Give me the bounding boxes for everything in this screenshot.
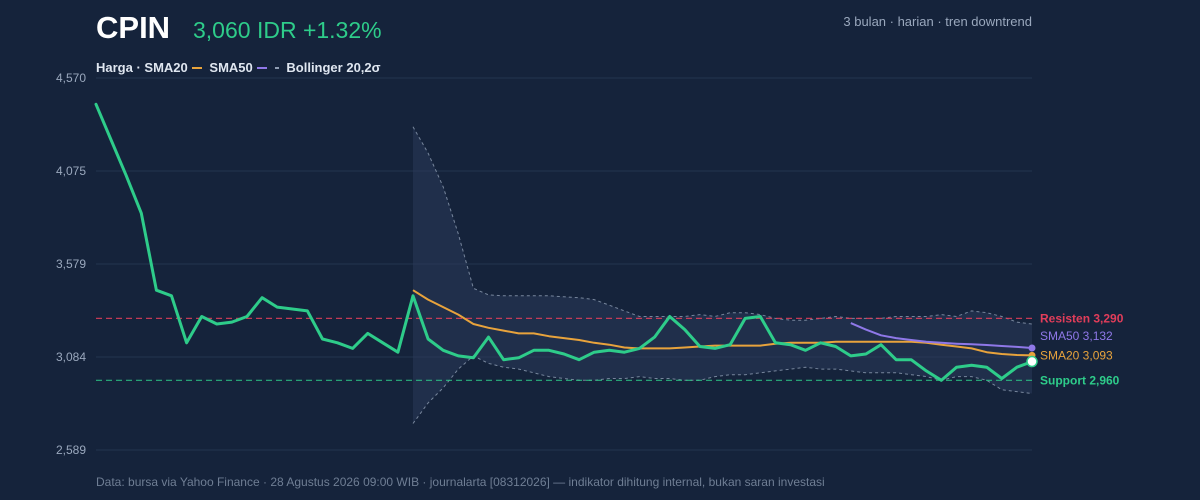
sma50-end-dot (1028, 344, 1036, 352)
price-end-dot (1026, 355, 1038, 368)
sma20-end-label: SMA20 3,093 (1040, 348, 1113, 362)
footer-source: Data: bursa via Yahoo Finance · 28 Agust… (96, 475, 825, 489)
chart-meta: 3 bulan · harian · tren downtrend (843, 14, 1032, 29)
y-tick-label: 3,084 (56, 350, 86, 364)
bollinger-lower-line (412, 355, 1033, 424)
y-tick-label: 2,589 (56, 443, 86, 457)
sma50-line (850, 322, 1033, 349)
resistance-label: Resisten 3,290 (1040, 311, 1124, 325)
ticker-symbol: CPIN (96, 10, 171, 45)
legend-sma50: SMA50 (209, 60, 253, 75)
bollinger-band-area (413, 126, 1032, 424)
support-label: Support 2,960 (1040, 373, 1120, 387)
legend-harga: Harga · (96, 60, 141, 75)
y-tick-label: 4,570 (56, 71, 86, 85)
price-line (94, 102, 1034, 382)
sma20-swatch (191, 66, 202, 69)
bollinger-swatch (274, 66, 279, 69)
legend-sma20: SMA20 (144, 60, 188, 75)
y-tick-label: 4,075 (56, 164, 86, 178)
sma50-swatch (256, 66, 267, 69)
price-change: 3,060 IDR +1.32% (193, 17, 382, 43)
legend: Harga · SMA20 SMA50 Bollinger 20,2σ (96, 60, 381, 75)
bollinger-upper-line (412, 126, 1033, 325)
y-tick-label: 3,579 (56, 257, 86, 271)
sma50-end-label: SMA50 3,132 (1040, 329, 1113, 343)
legend-bollinger: Bollinger 20,2σ (286, 60, 381, 75)
